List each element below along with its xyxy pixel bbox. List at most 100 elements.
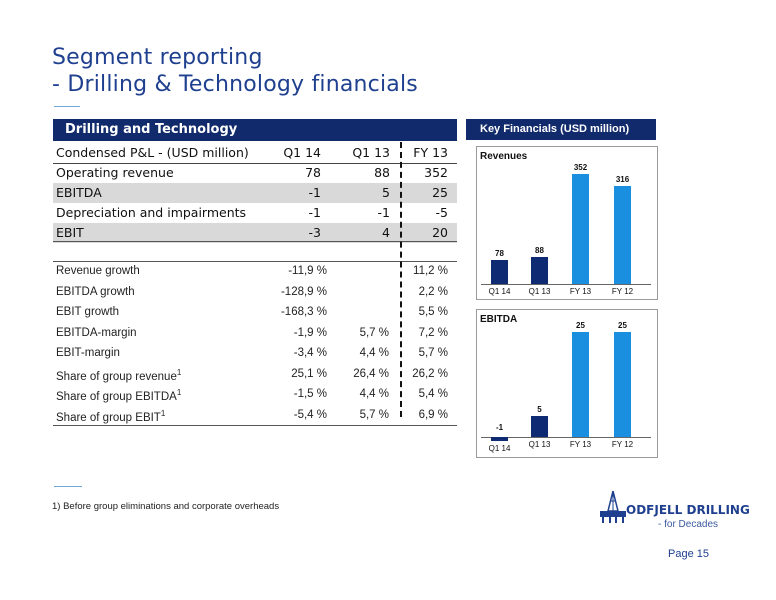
row-label: Depreciation and impairments — [56, 205, 247, 220]
table-separator — [53, 241, 457, 242]
revenues-chart: Revenues 78 Q1 14 88 Q1 13 352 FY 13 316 FY 12 — [476, 146, 658, 300]
row-label: Operating revenue — [56, 165, 174, 180]
cell-q114: -1,5 % — [293, 388, 327, 400]
bar-value-label: -1 — [495, 422, 504, 432]
row-label-text: EBIT-margin — [56, 347, 120, 359]
cell-q113: 5,7 % — [359, 326, 389, 339]
bar-value-label: 316 — [615, 174, 630, 184]
cell-q113: 26,4 % — [353, 367, 389, 380]
row-label: EBIT growth — [56, 306, 119, 318]
cell-q114: -1 — [308, 205, 321, 220]
cell-q114: -128,9 % — [280, 285, 327, 298]
cell-q114: -168,3 % — [280, 306, 327, 318]
cell-fy13: 11,2 % — [413, 265, 448, 277]
row-label-text: EBITDA growth — [56, 285, 135, 298]
slide-title-line2: - Drilling & Technology financials — [52, 72, 418, 97]
chart-bar — [614, 185, 631, 284]
cell-q114: -1,9 % — [293, 326, 327, 339]
cell-fy13: 5,5 % — [418, 306, 448, 318]
bar-value-label: 5 — [537, 404, 542, 414]
cell-q114: -5,4 % — [293, 408, 327, 421]
cell-q114: 78 — [305, 165, 321, 180]
row-label-text: Revenue growth — [56, 265, 140, 277]
ebitda-chart: EBITDA -1 Q1 14 5 Q1 13 25 FY 13 25 FY 12 — [476, 309, 658, 458]
logo-name: ODFJELL DRILLING — [626, 503, 750, 517]
table-row: EBITDA -1 5 25 — [53, 183, 457, 203]
column-header-label: Condensed P&L - (USD million) — [56, 145, 249, 160]
chart-bar — [491, 259, 508, 284]
column-header-q113: Q1 13 — [352, 145, 390, 160]
column-header-q114: Q1 14 — [283, 145, 321, 160]
cell-fy13: 352 — [424, 165, 448, 180]
chart-bar — [572, 174, 589, 284]
cell-q113: 88 — [374, 165, 390, 180]
row-label: Share of group EBIT1 — [56, 409, 165, 424]
row-label: EBITDA — [56, 185, 102, 200]
row-label: EBIT — [56, 225, 84, 240]
bar-value-label: 88 — [535, 245, 544, 255]
x-tick-label: Q1 13 — [528, 439, 551, 449]
column-divider — [400, 142, 402, 417]
company-logo: ODFJELL DRILLING - for Decades — [598, 487, 750, 533]
footnote-marker: 1 — [160, 408, 166, 418]
cell-q113: 4,4 % — [359, 388, 389, 400]
row-label: EBITDA growth — [56, 286, 135, 298]
table-column-header-row: Condensed P&L - (USD million) Q1 14 Q1 1… — [53, 143, 457, 164]
x-tick-label: Q1 14 — [488, 287, 511, 296]
table-header-bar: Drilling and Technology — [53, 119, 457, 141]
table-row: Depreciation and impairments -1 -1 -5 — [53, 203, 457, 223]
x-tick-label: Q1 13 — [528, 287, 551, 296]
cell-fy13: 20 — [432, 225, 448, 240]
x-tick-label: FY 13 — [569, 439, 592, 449]
cell-q114: -11,9 % — [288, 265, 327, 277]
cell-q113: 4,4 % — [359, 347, 389, 359]
table-row: Revenue growth -11,9 % 11,2 % — [53, 262, 457, 282]
table-row: Share of group EBIT1 -5,4 % 5,7 % 6,9 % — [53, 406, 457, 426]
page-number: Page 15 — [668, 548, 709, 560]
x-tick-label: FY 13 — [569, 287, 592, 296]
footnote: 1) Before group eliminations and corpora… — [52, 501, 280, 512]
cell-fy13: 5,7 % — [418, 347, 448, 359]
x-tick-label: Q1 14 — [488, 444, 511, 453]
row-label: Revenue growth — [56, 265, 140, 277]
footnote-marker: 1 — [176, 388, 182, 397]
chart-bar — [572, 332, 589, 437]
key-financials-title: Key Financials (USD million) — [480, 123, 630, 135]
row-label: Share of group revenue1 — [56, 368, 181, 383]
table-row: EBIT growth -168,3 % 5,5 % — [53, 303, 457, 323]
table-row: Operating revenue 78 88 352 — [53, 163, 457, 183]
column-header-fy13: FY 13 — [413, 145, 448, 160]
row-label-text: Share of group revenue — [56, 370, 177, 383]
table-row: EBIT-margin -3,4 % 4,4 % 5,7 % — [53, 344, 457, 364]
cell-fy13: 7,2 % — [418, 326, 448, 339]
cell-fy13: 2,2 % — [418, 285, 448, 298]
table-row: Share of group EBITDA1 -1,5 % 4,4 % 5,4 % — [53, 385, 457, 405]
chart-bar — [491, 436, 508, 441]
cell-fy13: -5 — [435, 205, 448, 220]
row-label: EBITDA-margin — [56, 327, 137, 339]
bar-value-label: 352 — [573, 163, 588, 173]
row-label-text: Share of group EBIT — [56, 411, 161, 424]
cell-q114: -1 — [308, 185, 321, 200]
cell-fy13: 26,2 % — [412, 367, 448, 380]
table-separator — [53, 261, 457, 262]
logo-tagline: - for Decades — [658, 519, 719, 530]
ebitda-chart-title: EBITDA — [480, 314, 518, 325]
table-row: Share of group revenue1 25,1 % 26,4 % 26,2 … — [53, 365, 457, 385]
row-label-text: EBIT growth — [56, 306, 120, 318]
cell-q113: 5,7 % — [359, 408, 389, 421]
cell-q114: -3,4 % — [293, 347, 327, 359]
table-header-label: Drilling and Technology — [65, 122, 238, 137]
cell-fy13: 6,9 % — [418, 408, 448, 421]
chart-baseline — [481, 284, 651, 285]
bar-value-label: 78 — [495, 248, 504, 258]
footnote-rule — [54, 486, 82, 487]
cell-q114: 25,1 % — [291, 367, 327, 380]
cell-q113: 4 — [382, 225, 390, 240]
derrick-icon — [600, 490, 626, 523]
table-row: EBITDA growth -128,9 % 2,2 % — [53, 283, 457, 303]
chart-bar — [531, 415, 548, 437]
cell-q113: -1 — [377, 205, 390, 220]
slide-title-line1: Segment reporting — [52, 45, 263, 70]
cell-q113: 5 — [382, 185, 390, 200]
